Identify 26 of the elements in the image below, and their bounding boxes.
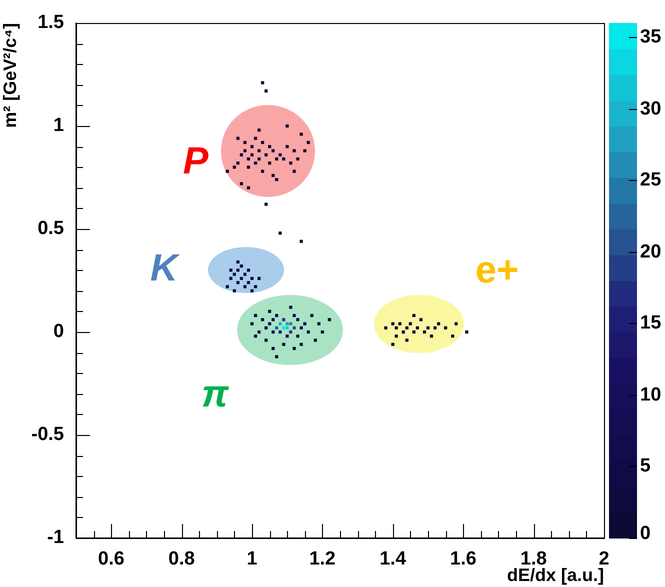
color-bar-label: 20 (640, 242, 662, 263)
x-tick-label: 1 (246, 548, 258, 570)
annotation: P (183, 140, 209, 183)
x-tick-label: 1.2 (309, 548, 336, 570)
color-bar-label: 10 (640, 384, 662, 406)
color-bar-label: 15 (640, 312, 662, 334)
annotation: π (202, 373, 230, 416)
y-tick-label: 1.5 (38, 12, 64, 34)
y-axis-title: m² [GeV²/c⁴] (0, 23, 20, 128)
y-tick-label: -1 (47, 527, 64, 548)
y-tick-label: 0.5 (38, 218, 64, 240)
color-bar-label: 5 (640, 456, 651, 477)
color-bar-label: 35 (640, 26, 662, 48)
color-bar-label: 0 (640, 523, 651, 544)
y-tick-label: -0.5 (31, 424, 64, 446)
x-axis-title: dE/dx [a.u.] (506, 565, 604, 586)
x-tick-label: 0.8 (168, 548, 195, 570)
color-bar-label: 25 (640, 170, 662, 191)
annotation: K (150, 248, 180, 290)
x-tick-label: 1.4 (380, 548, 406, 570)
y-tick-label: 1 (53, 115, 64, 136)
x-tick-label: 0.6 (98, 548, 124, 570)
color-bar-label: 30 (640, 98, 662, 120)
y-tick-label: 0 (53, 321, 64, 342)
x-tick-label: 1.6 (450, 548, 476, 570)
annotation: e+ (475, 250, 519, 292)
